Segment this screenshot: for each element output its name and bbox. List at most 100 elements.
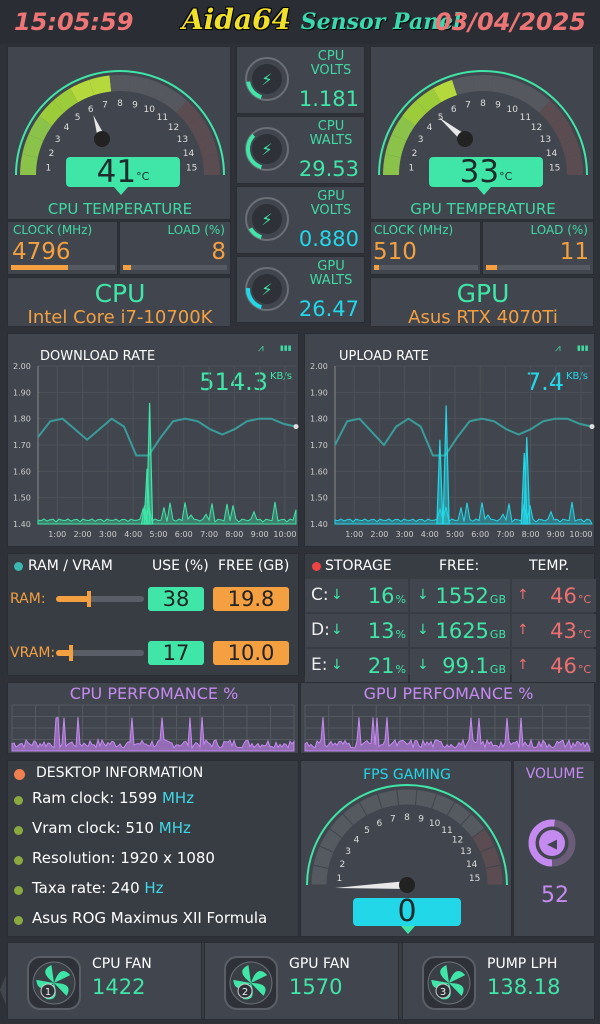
storage-panel: STORAGE FREE: TEMP. C: ↓ 16% ↓ 1552GB ↑ 46°C D:…	[304, 553, 596, 682]
power-label-line1: GPU	[317, 259, 345, 274]
power-ring-fill-2	[246, 133, 263, 170]
memory-panel: RAM / VRAM USE (%) FREE (GB) RAM: 38 19.8 V…	[7, 553, 299, 676]
header-date: 03/04/2025	[434, 8, 586, 36]
power-label-line2: WALTS	[309, 273, 353, 288]
x-tick-label: 2:00	[74, 530, 92, 539]
cpu-gauge-tick: 15	[186, 163, 197, 173]
traffic-area	[334, 501, 593, 525]
power-ring-fill-3	[248, 227, 263, 240]
y-tick-label: 1.40	[13, 520, 31, 529]
gpu-gauge-tick: 10	[507, 105, 519, 115]
memory-use-value: 17	[148, 641, 204, 665]
gpu-gauge-tick: 7	[465, 101, 471, 111]
memory-use-value: 38	[148, 587, 204, 611]
bar-chart-icon[interactable]: ▮▮▮	[280, 344, 292, 352]
gpu-model: Asus RTX 4070Ti	[408, 307, 558, 328]
power-ring-1: ⚡	[245, 57, 289, 101]
cpu-clock-label: CLOCK (MHz)	[13, 223, 93, 237]
gpu-gauge-segment	[472, 75, 494, 92]
y-tick-label: 1.50	[13, 494, 31, 503]
storage-free-value: 99.1GB	[442, 654, 506, 678]
fps-gauge-tick: 9	[418, 814, 424, 824]
gpu-gauge-segment	[433, 79, 458, 103]
storage-free-number: 1552	[435, 584, 489, 608]
fps-gauge-tick: 2	[339, 860, 345, 870]
storage-free-header: FREE:	[439, 558, 480, 574]
storage-free-number: 99.1	[442, 654, 489, 678]
fps-gauge-tick: 5	[364, 826, 370, 836]
cpu-gauge-segment	[145, 79, 170, 103]
fan-blade	[440, 965, 449, 983]
fps-gauge-tick: 4	[354, 835, 360, 845]
x-tick-label: 10:00	[273, 530, 296, 539]
gpu-gauge-tick: 3	[418, 135, 424, 145]
power-panel-3: ⚡ GPU VOLTS 0.880	[236, 186, 365, 254]
upload-rate-title: UPLOAD RATE	[339, 349, 429, 364]
storage-cell-bg	[305, 614, 408, 647]
lightning-icon: ⚡	[261, 140, 272, 159]
desktop-info-text: Vram clock: 510	[32, 819, 159, 837]
storage-drive-label: C:	[311, 585, 329, 605]
y-tick-label: 1.60	[13, 467, 31, 476]
power-panel-1: ⚡ CPU VOLTS 1.181	[236, 46, 365, 114]
download-rate-number: 514.3	[199, 368, 268, 396]
desktop-info-item: Resolution: 1920 x 1080	[32, 849, 215, 867]
volume-ring[interactable]: ◀	[514, 791, 596, 901]
gpu-gauge-tick: 12	[531, 123, 542, 133]
download-rate-unit: KB/s	[270, 371, 292, 382]
arrow-up-icon: ↑	[517, 657, 529, 673]
storage-title: STORAGE	[325, 558, 392, 574]
cpu-gauge-segment	[53, 88, 78, 113]
cpu-gauge-segment	[20, 154, 38, 175]
line-chart-icon[interactable]: ⩘	[258, 343, 264, 354]
storage-use-number: 21	[367, 654, 395, 678]
download-rate-value: 514.3 KB/s	[199, 368, 292, 396]
power-label-3: GPU VOLTS	[301, 190, 361, 218]
arrow-up-icon: ↑	[517, 587, 529, 603]
memory-usage-bar-fill	[56, 650, 71, 656]
x-tick-label: 1:00	[345, 530, 363, 539]
x-tick-label: 5:00	[149, 530, 167, 539]
gpu-temp-caption: GPU TEMPERATURE	[410, 200, 556, 218]
fan-blade	[233, 979, 251, 989]
memory-dot-icon	[14, 562, 23, 571]
arrow-down-icon: ↓	[417, 622, 429, 638]
fps-gauge-needle	[335, 877, 415, 893]
power-label-line1: GPU	[317, 189, 345, 204]
x-tick-label: 4:00	[421, 530, 439, 539]
arrow-down-icon: ↓	[331, 622, 343, 638]
power-label-line2: VOLTS	[310, 203, 352, 218]
gpu-clock-panel: CLOCK (MHz) 510	[370, 221, 481, 275]
cpu-gauge-segment	[22, 134, 44, 158]
cpu-clock-value: 4796	[12, 239, 71, 265]
storage-cell-bg	[410, 579, 510, 612]
download-rate-title: DOWNLOAD RATE	[40, 349, 156, 364]
bar-chart-icon[interactable]: ▮▮▮	[577, 344, 589, 352]
desktop-info-unit: MHz	[161, 789, 195, 807]
fan-number: 3	[440, 987, 446, 998]
x-tick-label: 6:00	[471, 530, 489, 539]
line-chart-icon[interactable]: ⩘	[555, 343, 561, 354]
storage-drive-label: E:	[311, 655, 328, 675]
gpu-gauge-segment	[559, 134, 581, 158]
power-ring-4: ⚡	[245, 267, 289, 311]
desktop-info-panel: DESKTOP INFORMATION Ram clock: 1599 MHz V…	[7, 760, 299, 937]
gpu-load-panel: LOAD (%) 11	[482, 221, 594, 275]
speaker-icon: ◀	[547, 837, 557, 852]
storage-use-unit: %	[395, 593, 406, 606]
gpu-gauge-segment	[402, 100, 427, 126]
cpu-gauge-segment	[187, 116, 212, 141]
cpu-gauge-tick: 11	[157, 113, 168, 123]
storage-temp-value: 43°C	[550, 619, 591, 643]
cpu-temp-readout: 41°C	[66, 157, 180, 195]
fan-blade	[449, 970, 466, 983]
bullet-icon	[14, 916, 23, 925]
storage-use-number: 13	[367, 619, 395, 643]
fan-blade	[242, 965, 251, 983]
cpu-gauge-tick: 4	[64, 123, 70, 133]
fps-gauge-tick: 3	[345, 847, 351, 857]
lightning-icon: ⚡	[261, 210, 272, 229]
gpu-gauge-segment	[452, 75, 475, 96]
gpu-gauge-tick: 5	[438, 113, 444, 123]
upload-rate-unit: KB/s	[566, 371, 588, 382]
